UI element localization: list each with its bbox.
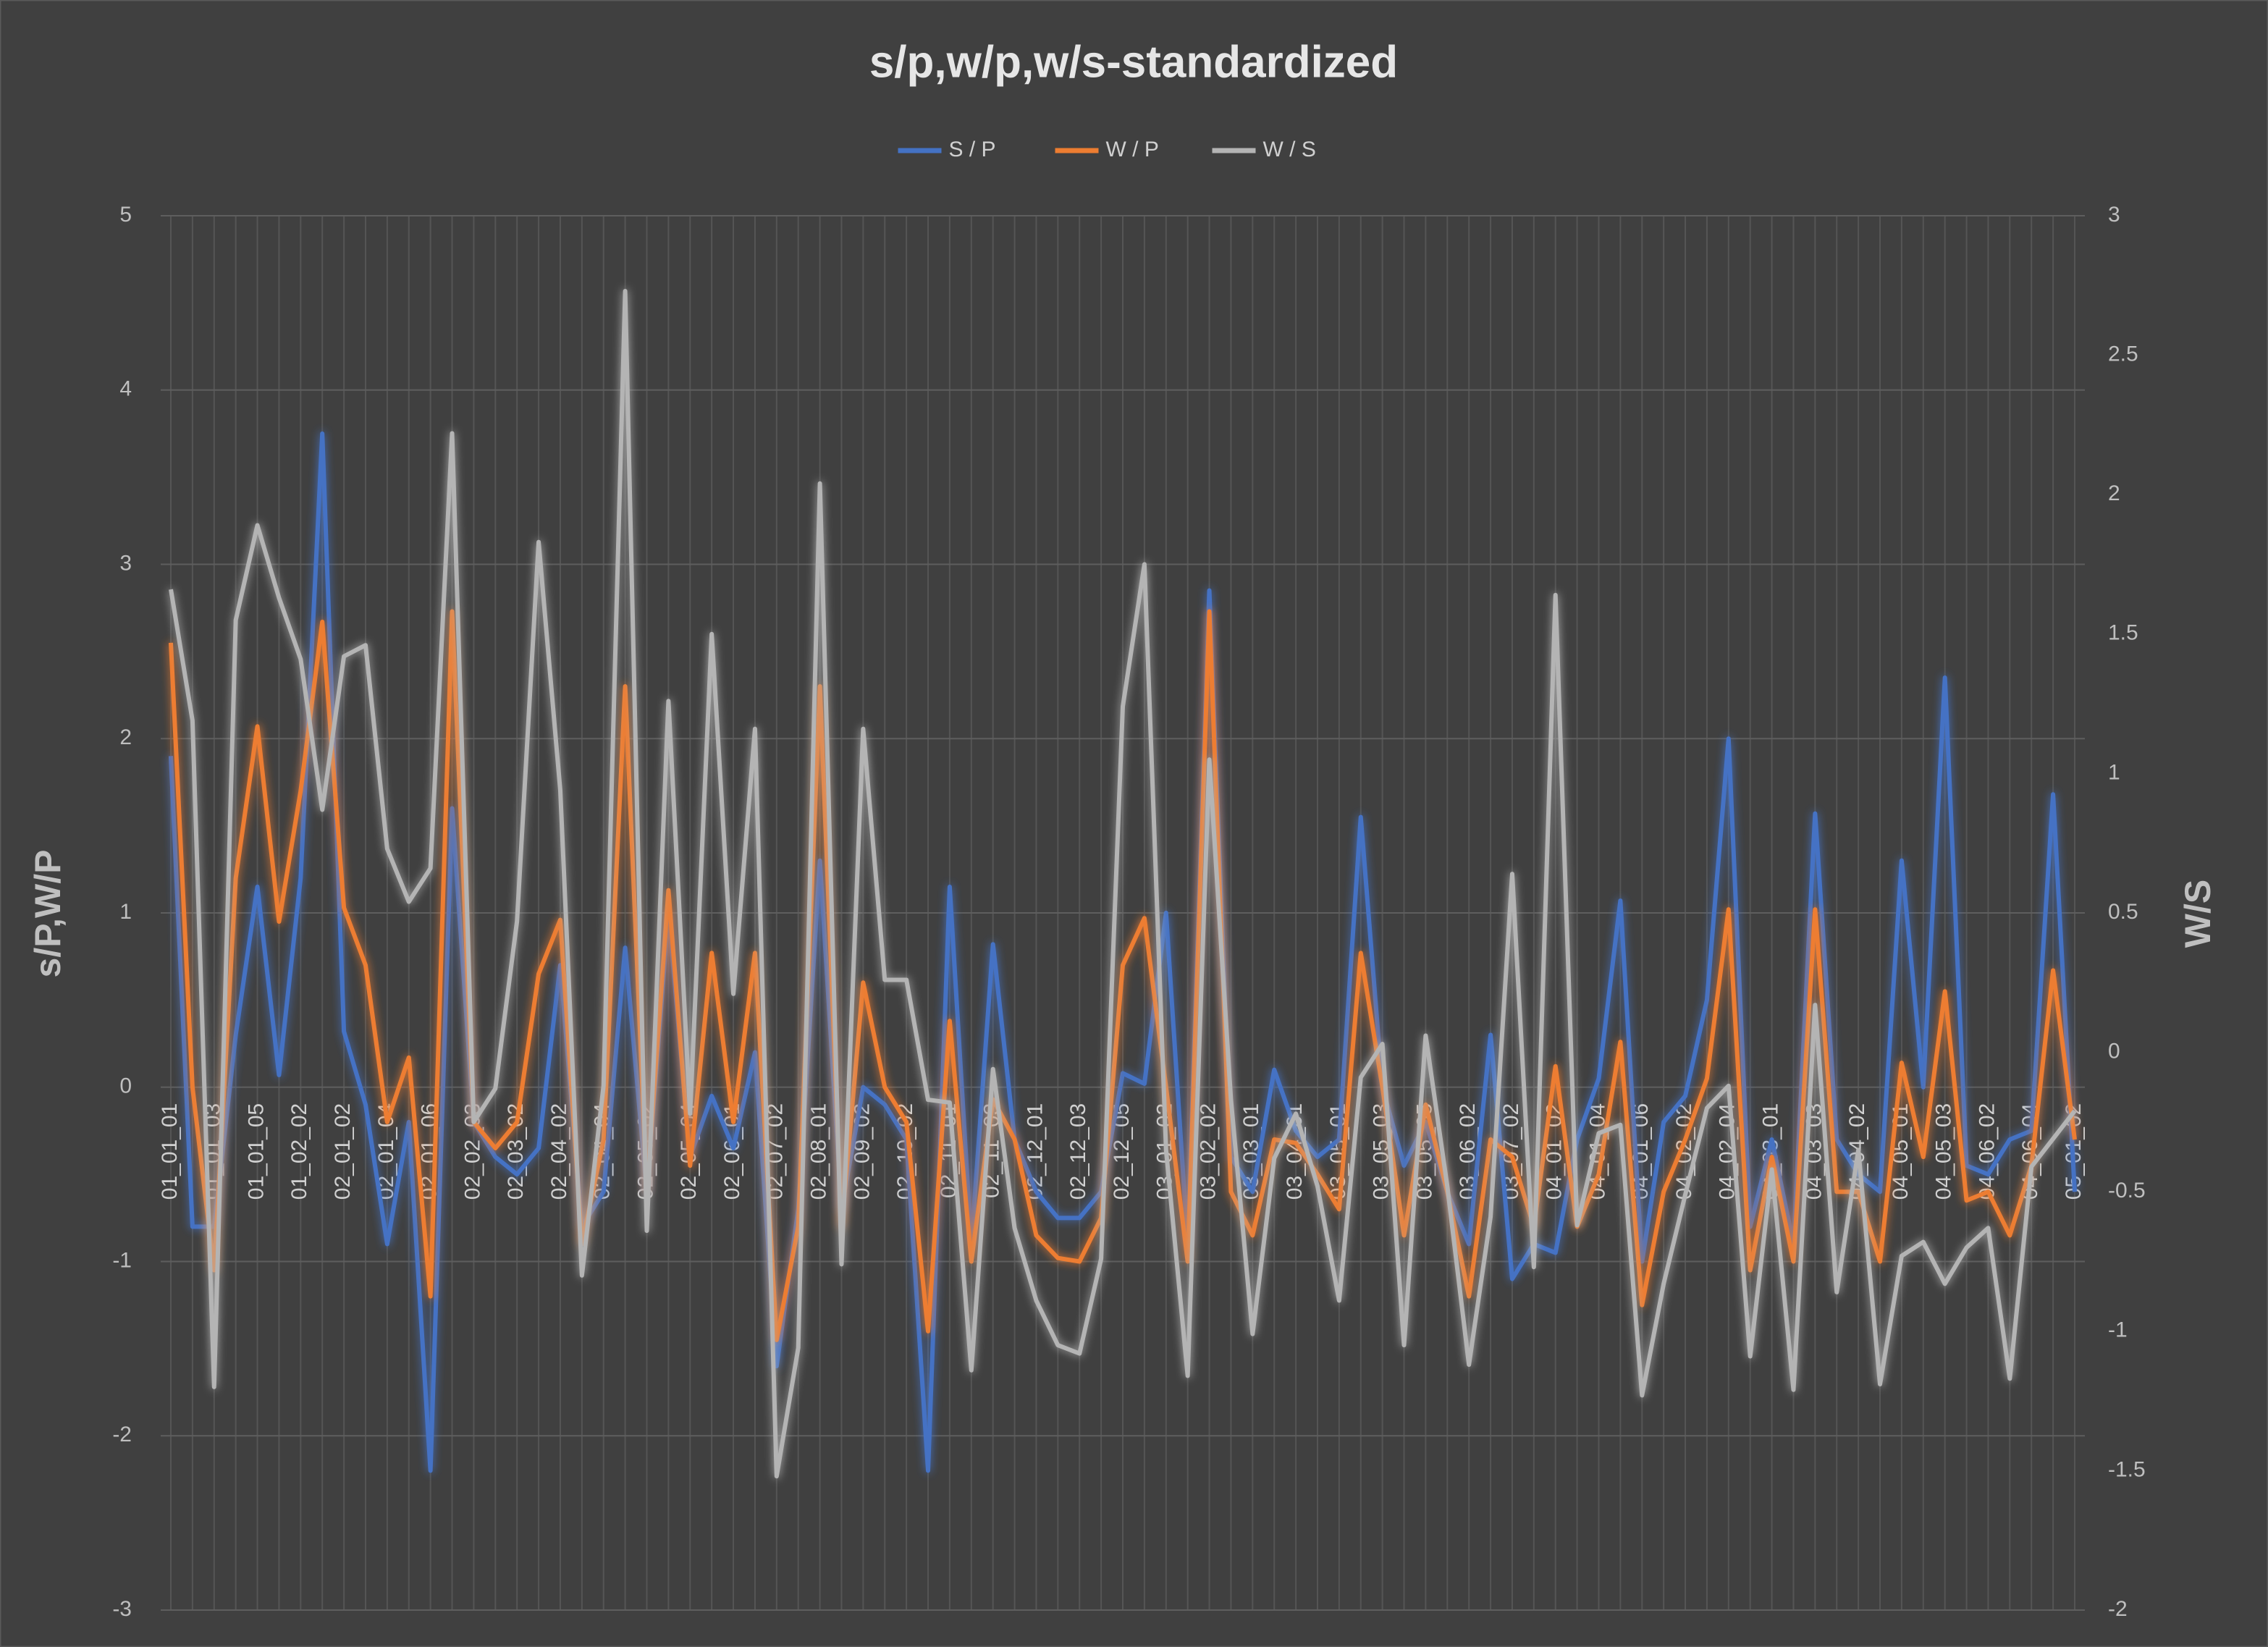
y2-tick-label: 3 bbox=[2108, 203, 2120, 227]
legend-label: W / S bbox=[1263, 138, 1316, 161]
y2-tick-label: -0.5 bbox=[2108, 1179, 2146, 1202]
x-tick-label: 02_08_01 bbox=[807, 1103, 831, 1200]
x-tick-label: 02_04_02 bbox=[547, 1103, 571, 1200]
legend-label: W / P bbox=[1106, 138, 1159, 161]
x-tick-label: 02_09_02 bbox=[850, 1103, 874, 1200]
y2-tick-label: 2.5 bbox=[2108, 342, 2138, 366]
y-tick-label: -2 bbox=[112, 1423, 132, 1446]
y2-tick-label: 2 bbox=[2108, 481, 2120, 505]
y-tick-label: 0 bbox=[119, 1074, 132, 1098]
y2-tick-label: 0 bbox=[2108, 1040, 2120, 1063]
x-tick-label: 04_05_03 bbox=[1932, 1103, 1956, 1200]
y2-tick-label: -1 bbox=[2108, 1318, 2128, 1342]
y-tick-label: -1 bbox=[112, 1248, 132, 1272]
y-tick-label: 1 bbox=[119, 900, 132, 924]
series-line bbox=[169, 289, 2077, 1479]
y2-tick-label: -2 bbox=[2108, 1597, 2128, 1621]
y-tick-label: -3 bbox=[112, 1597, 132, 1621]
series-line bbox=[169, 609, 2077, 1342]
y2-tick-label: -1.5 bbox=[2108, 1457, 2146, 1481]
x-tick-label: 03_02_02 bbox=[1196, 1103, 1220, 1200]
y-tick-label: 4 bbox=[119, 377, 132, 401]
x-tick-label: 01_01_01 bbox=[158, 1103, 182, 1200]
x-tick-label: 01_01_05 bbox=[244, 1103, 268, 1200]
chart-title: s/p,w/p,w/s-standardized bbox=[869, 37, 1398, 87]
y-tick-label: 3 bbox=[119, 551, 132, 575]
legend: S / P W / P W / S bbox=[898, 138, 1316, 161]
y-tick-label: 2 bbox=[119, 725, 132, 749]
y2-tick-label: 1.5 bbox=[2108, 621, 2138, 645]
series-line bbox=[169, 431, 2077, 1473]
y2-tick-label: 1 bbox=[2108, 760, 2120, 784]
y2-tick-label: 0.5 bbox=[2108, 900, 2138, 924]
y-axis-title: s/P,W/P bbox=[28, 850, 68, 978]
y-tick-label: 5 bbox=[119, 203, 132, 227]
y2-axis-title: W/S bbox=[2178, 880, 2218, 948]
legend-label: S / P bbox=[949, 138, 996, 161]
x-tick-label: 04_06_02 bbox=[1975, 1103, 1999, 1200]
x-tick-label: 01_02_02 bbox=[287, 1103, 311, 1200]
x-tick-label: 02_12_03 bbox=[1066, 1103, 1090, 1200]
lines bbox=[169, 289, 2077, 1479]
x-tick-label: 02_01_02 bbox=[331, 1103, 355, 1200]
grid bbox=[161, 215, 2085, 1611]
